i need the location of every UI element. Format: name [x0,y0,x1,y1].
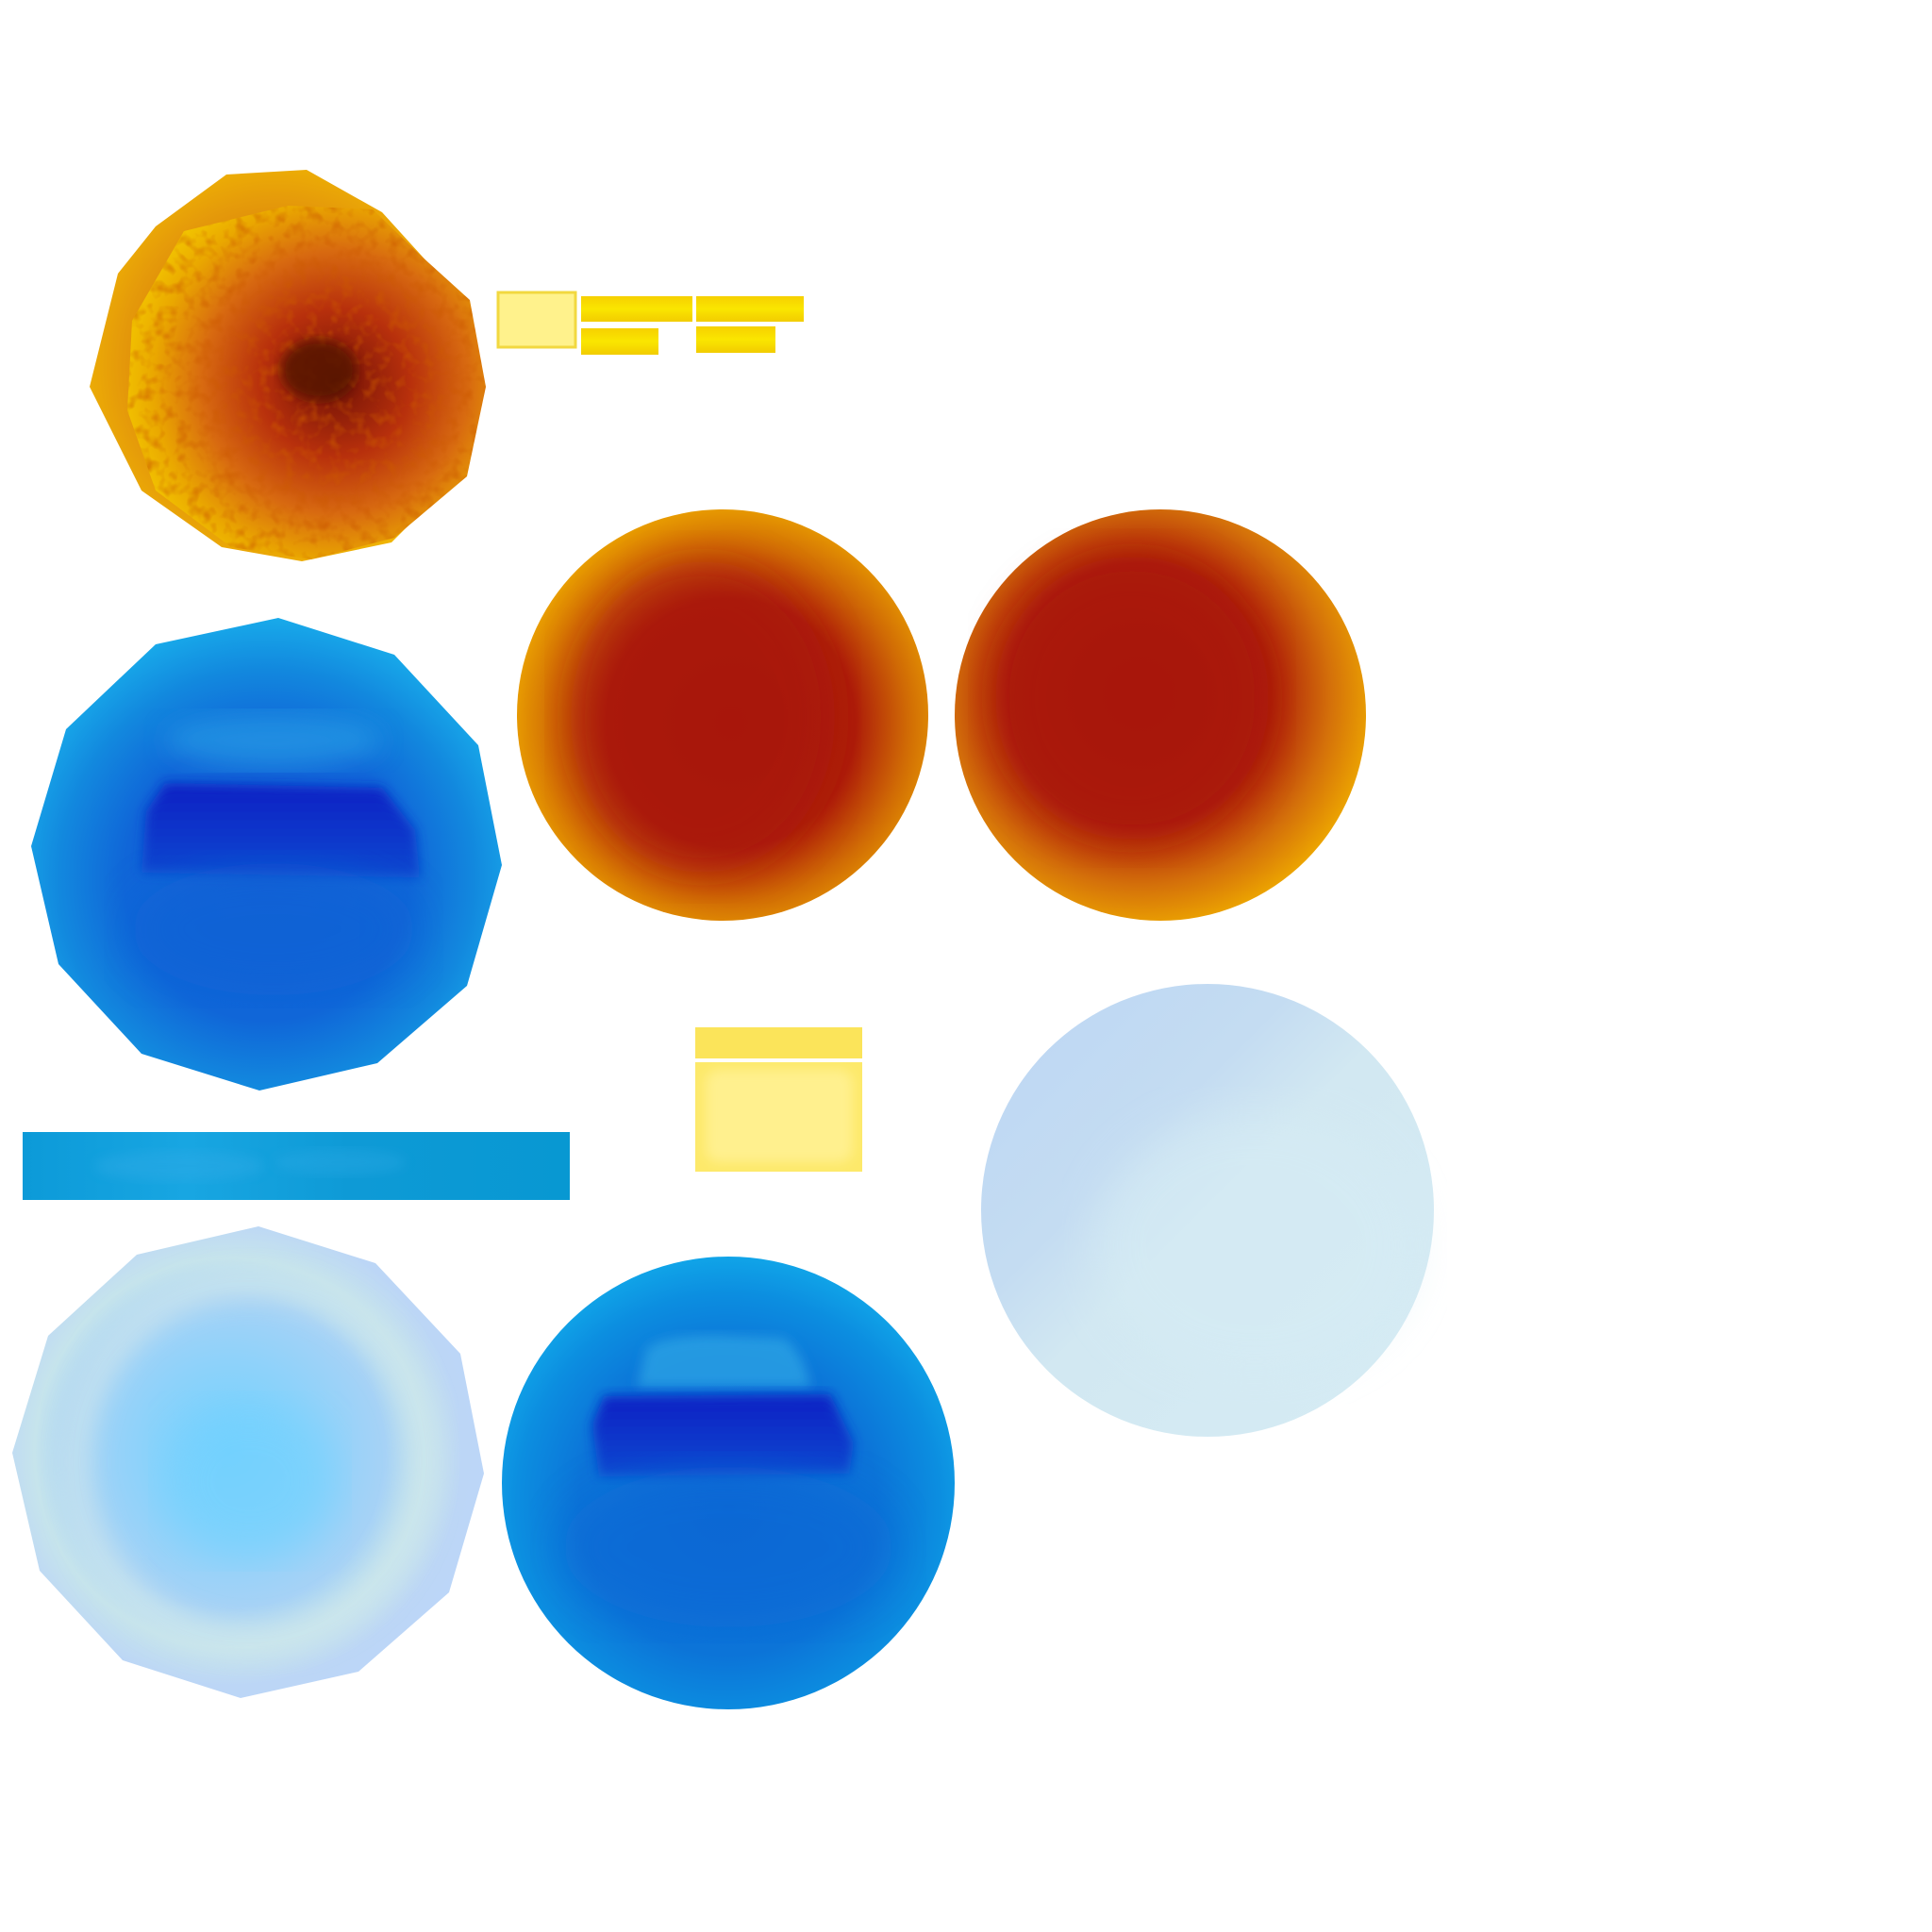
blue-dodecagon [31,618,502,1091]
orange-sphere-right [955,509,1366,921]
yellow-bar-1 [581,296,692,322]
blue-sphere [502,1257,955,1709]
ice-dodecagon [12,1226,484,1698]
yellow-bar-2 [696,296,804,322]
yellow-card [695,1027,862,1172]
blue-strip [23,1132,570,1200]
yellow-bar-4 [696,326,775,353]
pale-blue-sphere [981,984,1434,1437]
yellow-bar-3 [581,328,658,355]
speckled-orange-dodecagon-front [127,206,486,559]
yellow-swatch-group-top [496,291,804,355]
yellow-light-swatch [496,291,577,349]
orange-sphere-left [517,509,928,921]
